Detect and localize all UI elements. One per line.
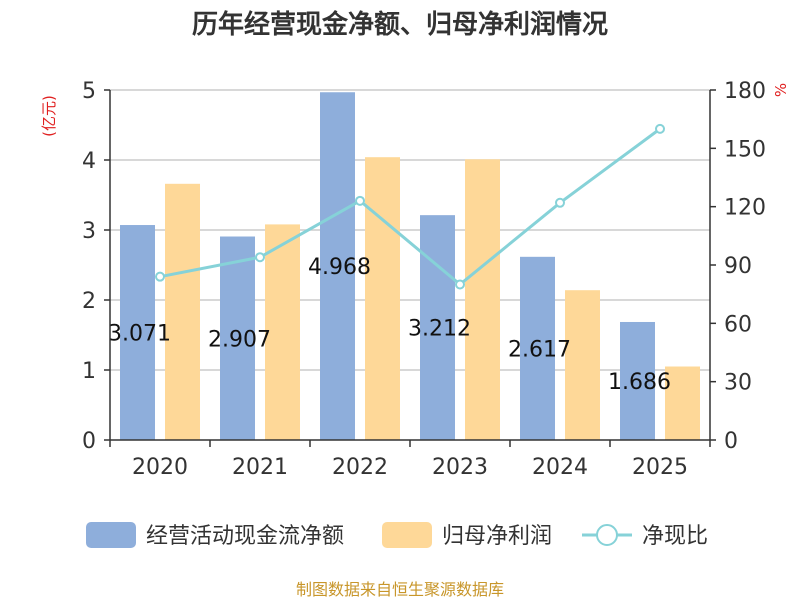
left-tick-label: 5 xyxy=(82,79,96,104)
cash-flow-value-label: 2.907 xyxy=(208,327,271,352)
right-tick-label: 0 xyxy=(724,429,738,454)
net-profit-bar xyxy=(265,224,300,440)
net-profit-bar xyxy=(665,366,700,440)
ratio-point xyxy=(255,252,265,263)
cash-flow-bar xyxy=(520,256,555,440)
x-tick-label: 2024 xyxy=(532,455,588,480)
cash-flow-value-label: 1.686 xyxy=(608,370,671,395)
cash-flow-value-label: 4.968 xyxy=(308,255,371,280)
cash-flow-bar xyxy=(320,92,355,441)
chart-title: 历年经营现金净额、归母净利润情况 xyxy=(192,9,608,40)
legend-bar-swatch xyxy=(382,522,432,548)
right-tick-label: 150 xyxy=(724,137,766,162)
cash-flow-value-label: 2.617 xyxy=(508,337,571,362)
ratio-point xyxy=(655,123,665,134)
cash-flow-bar xyxy=(220,236,255,440)
left-tick-label: 1 xyxy=(82,359,96,384)
bars xyxy=(120,92,700,441)
net-profit-bar xyxy=(165,183,200,441)
left-tick-label: 3 xyxy=(82,219,96,244)
net-profit-bar xyxy=(565,290,600,440)
left-tick-label: 0 xyxy=(82,429,96,454)
ratio-point xyxy=(455,279,465,290)
cash-flow-bar xyxy=(120,225,155,440)
cash-flow-value-label: 3.071 xyxy=(108,322,171,347)
legend-label: 归母净利润 xyxy=(442,524,552,549)
left-axis-unit: (亿元) xyxy=(40,95,58,137)
x-tick-label: 2025 xyxy=(632,455,688,480)
right-tick-label: 60 xyxy=(724,312,752,337)
source-note: 制图数据来自恒生聚源数据库 xyxy=(296,580,504,599)
axes: 0 1 2 3 4 5 0 30 60 90 120 150 180 2020 2021 2022 2023 20… xyxy=(82,79,766,480)
x-tick-label: 2022 xyxy=(332,455,388,480)
cash-flow-value-label: 3.212 xyxy=(408,317,471,342)
right-tick-label: 120 xyxy=(724,196,766,221)
x-tick-label: 2021 xyxy=(232,455,288,480)
ratio-point xyxy=(355,195,365,206)
right-tick-label: 30 xyxy=(724,371,752,396)
right-tick-label: 180 xyxy=(724,79,766,104)
legend-label: 经营活动现金流净额 xyxy=(146,524,344,549)
ratio-point xyxy=(155,271,165,282)
ratio-line-path xyxy=(159,127,661,287)
right-axis-unit: % xyxy=(772,83,790,97)
legend-bar-swatch xyxy=(86,522,136,548)
x-tick-label: 2023 xyxy=(432,455,488,480)
cash-flow-bar xyxy=(420,215,455,440)
legend-label: 净现比 xyxy=(642,524,708,549)
ratio-line xyxy=(155,123,665,290)
ratio-point xyxy=(555,197,565,208)
left-tick-label: 2 xyxy=(82,289,96,314)
right-tick-label: 90 xyxy=(724,254,752,279)
x-tick-label: 2020 xyxy=(132,455,188,480)
legend: 经营活动现金流净额 归母净利润 净现比 xyxy=(86,522,708,549)
net-profit-bar xyxy=(365,157,400,440)
cash-flow-bar xyxy=(620,321,655,440)
net-profit-bar xyxy=(465,159,500,441)
left-tick-label: 4 xyxy=(82,149,96,174)
grid-lines xyxy=(110,89,710,371)
data-labels: 3.071 2.907 4.968 3.212 2.617 1.686 xyxy=(108,255,671,395)
legend-line-marker xyxy=(596,524,618,546)
